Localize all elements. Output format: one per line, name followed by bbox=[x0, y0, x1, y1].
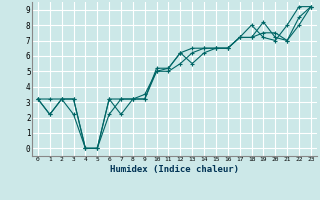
X-axis label: Humidex (Indice chaleur): Humidex (Indice chaleur) bbox=[110, 165, 239, 174]
